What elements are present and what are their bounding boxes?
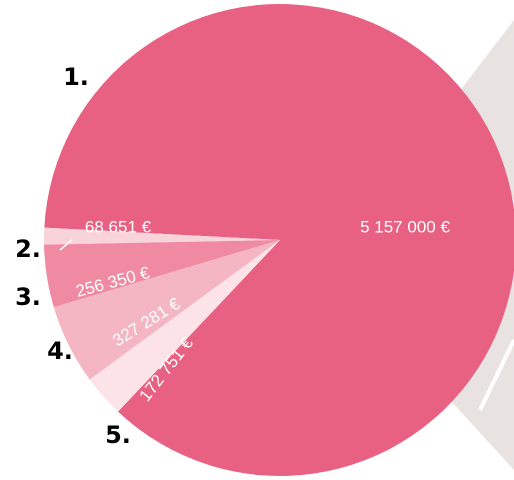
- category-label: 2.: [15, 235, 41, 263]
- value-label: 5 157 000 €: [360, 217, 450, 236]
- pie-slice: [89, 240, 280, 412]
- category-label: 1.: [63, 63, 89, 91]
- pie-slice: [53, 240, 280, 380]
- category-label: 4.: [47, 337, 73, 365]
- category-label: 5.: [105, 421, 131, 449]
- pie-slice: [44, 4, 514, 476]
- pie-slice: [44, 240, 280, 308]
- pie-slice: [44, 227, 281, 245]
- decor-line: [478, 339, 514, 411]
- value-label: 68 651 €: [85, 217, 152, 236]
- leader-line: [59, 239, 73, 251]
- category-label: 3.: [15, 283, 41, 311]
